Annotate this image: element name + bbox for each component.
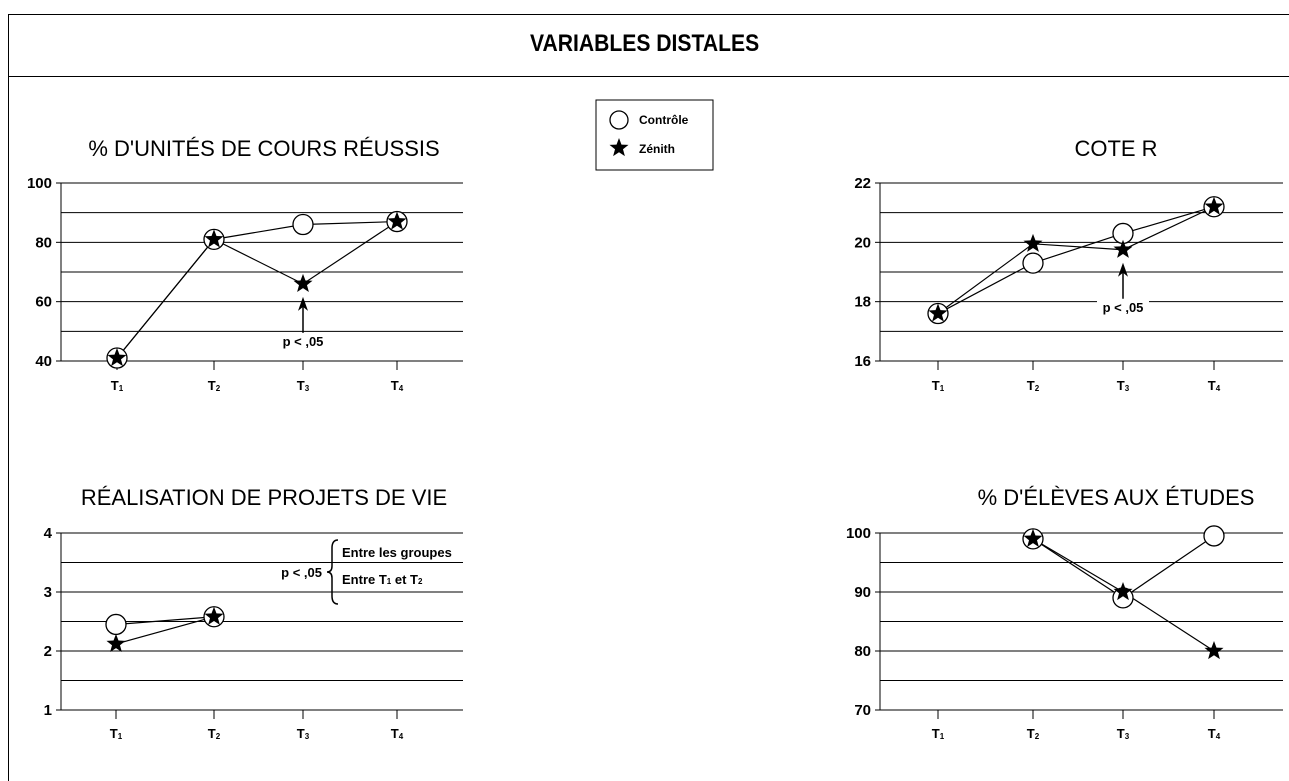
chart-panel-4: % D'ÉLÈVES AUX ÉTUDES 70 80 90 100 T1 T2 T3 T4 [846,485,1283,741]
y-tick-label: 70 [854,702,871,719]
annotation-arrowhead [298,296,308,311]
annotation-label-bg [277,333,329,350]
chart-panel-3: RÉALISATION DE PROJETS DE VIE 1 2 3 4 T1 T2 T3 T… [44,485,463,741]
chart-title: % D'ÉLÈVES AUX ÉTUDES [978,485,1255,510]
x-tick-label: T2 [208,378,221,393]
y-tick-label: 3 [44,584,52,601]
data-point-controle [1203,525,1225,547]
data-point-zenith [204,229,224,248]
series-line-controle [937,206,1215,315]
y-tick-label: 22 [854,175,871,192]
series-line-zenith [937,206,1215,315]
figure-frame [8,14,1289,781]
annotation-brace [326,539,339,605]
x-tick-label: T3 [1117,378,1130,393]
y-tick-label: 1 [44,702,52,719]
chart-panel-2: COTE R 16 18 20 22 T1 T2 T3 T4 p < ,05 [854,136,1283,393]
data-point-zenith [1023,233,1043,252]
y-tick-label: 40 [35,353,52,370]
x-tick-label: T1 [932,726,945,741]
x-tick-label: T2 [1027,726,1040,741]
data-point-zenith [1204,641,1224,660]
data-point-zenith [293,273,313,292]
series-line-controle [115,616,215,626]
series-line-zenith [116,221,398,359]
x-tick-label: T4 [391,378,404,393]
page-title: VARIABLES DISTALES [529,30,760,57]
data-point-controle [1022,252,1044,274]
x-tick-label: T3 [1117,726,1130,741]
x-tick-label: T1 [111,378,124,393]
annotation-label: p < ,05 [283,334,324,349]
data-point-zenith [1113,582,1133,601]
legend-marker-circle [609,110,629,130]
annotation-arrowhead [1118,262,1128,277]
annotation-item: Entre T1 et T2 [342,572,423,587]
x-tick-label: T4 [1208,378,1221,393]
y-tick-label: 16 [854,353,871,370]
y-tick-label: 60 [35,294,52,311]
x-tick-label: T3 [297,726,310,741]
data-point-zenith [387,211,407,230]
x-tick-label: T4 [1208,726,1221,741]
data-point-zenith [107,348,127,367]
x-tick-label: T2 [1027,378,1040,393]
data-point-controle [105,613,127,636]
annotation-item: Entre les groupes [342,545,452,560]
legend-box [595,99,714,171]
x-tick-label: T1 [932,378,945,393]
data-point-zenith [204,606,224,625]
y-tick-label: 100 [846,525,871,542]
y-tick-label: 2 [44,643,52,660]
legend-marker-star [609,138,629,157]
data-point-zenith [1023,528,1043,547]
chart-title: COTE R [1074,136,1157,161]
data-point-zenith [106,633,126,653]
annotation-label-bg [1097,299,1149,316]
y-tick-label: 80 [35,234,52,251]
y-tick-label: 80 [854,643,871,660]
data-point-zenith [1113,239,1133,258]
legend-label-controle: Contrôle [639,113,689,127]
legend-label-zenith: Zénith [639,142,675,156]
data-point-zenith [928,303,948,322]
x-tick-label: T4 [391,726,404,741]
chart-title: RÉALISATION DE PROJETS DE VIE [81,485,447,510]
chart-panel-1: % D'UNITÉS DE COURS RÉUSSIS 40 60 80 100 T1 T2… [27,136,463,393]
y-tick-label: 18 [854,294,871,311]
y-tick-label: 4 [44,525,53,542]
header-divider [8,76,1289,77]
chart-title: % D'UNITÉS DE COURS RÉUSSIS [88,136,439,161]
y-tick-label: 20 [854,234,871,251]
x-tick-label: T1 [110,726,123,741]
annotation-label: p < ,05 [1103,300,1144,315]
data-point-zenith [1204,196,1224,215]
legend: Contrôle Zénith [595,99,714,171]
y-tick-label: 90 [854,584,871,601]
series-line-zenith [115,616,215,645]
annotation-label: p < ,05 [281,565,322,580]
x-tick-label: T3 [297,378,310,393]
data-point-controle [292,213,314,236]
x-tick-label: T2 [208,726,221,741]
y-tick-label: 100 [27,175,52,192]
